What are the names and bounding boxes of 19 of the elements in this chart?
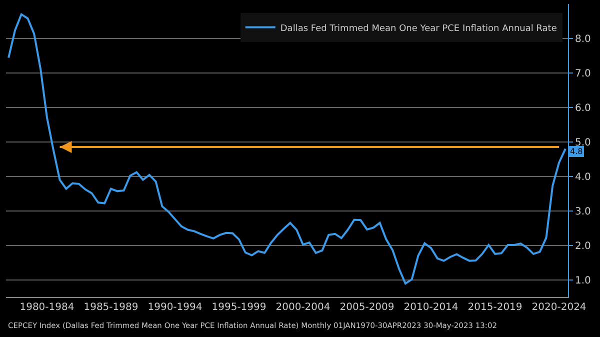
y-tick-label: 2.0 bbox=[575, 240, 591, 252]
y-tick-label: 4.0 bbox=[575, 172, 591, 183]
x-tick-label: 1995-1999 bbox=[212, 302, 266, 313]
x-tick-label: 1980-1984 bbox=[20, 302, 74, 313]
x-tick-label: 2015-2019 bbox=[468, 302, 522, 313]
x-tick-label: 2020-2024 bbox=[532, 302, 586, 313]
y-tick-label: 7.0 bbox=[575, 68, 591, 80]
x-tick-label: 1985-1989 bbox=[84, 302, 138, 313]
y-tick-label: 6.0 bbox=[575, 102, 591, 114]
y-tick-label: 5.0 bbox=[575, 137, 591, 148]
y-tick-label: 1.0 bbox=[575, 275, 591, 286]
y-tick-label: 3.0 bbox=[575, 206, 591, 218]
legend-label: Dallas Fed Trimmed Mean One Year PCE Inflation Annual Rate bbox=[280, 24, 558, 34]
x-tick-label: 2000-2004 bbox=[276, 302, 330, 313]
x-tick-label: 2010-2014 bbox=[404, 302, 458, 313]
x-tick-label: 1990-1994 bbox=[148, 302, 202, 313]
x-tick-label: 2005-2009 bbox=[340, 302, 394, 313]
data-label: 4.8 bbox=[570, 147, 583, 156]
y-tick-label: 8.0 bbox=[575, 34, 591, 45]
